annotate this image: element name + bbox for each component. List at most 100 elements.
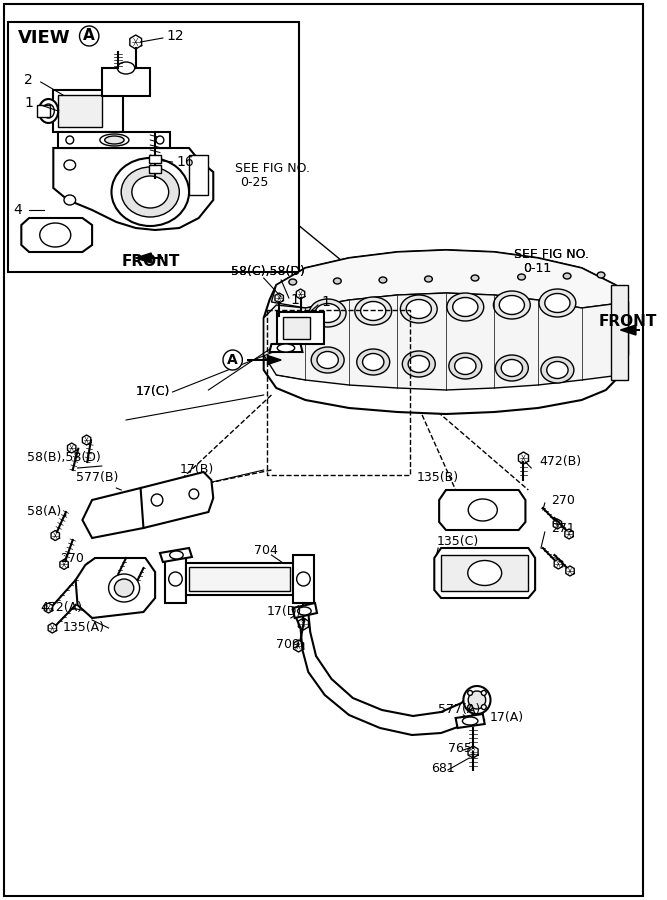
Text: 271: 271 (551, 521, 574, 535)
Ellipse shape (66, 136, 73, 144)
Text: 17(D): 17(D) (267, 606, 302, 618)
Text: 0-11: 0-11 (524, 262, 552, 274)
Polygon shape (160, 548, 192, 562)
Text: 58(B),58(D): 58(B),58(D) (27, 452, 101, 464)
Ellipse shape (109, 574, 139, 602)
Bar (149, 165, 161, 173)
Text: 4: 4 (13, 203, 22, 217)
Text: 135(A): 135(A) (63, 622, 105, 634)
Ellipse shape (43, 104, 54, 118)
FancyArrow shape (247, 356, 281, 364)
Text: 704: 704 (254, 544, 278, 556)
Text: 1: 1 (291, 293, 299, 307)
Ellipse shape (111, 158, 189, 226)
Text: 1: 1 (24, 96, 33, 110)
Text: 135(C): 135(C) (436, 536, 478, 548)
Ellipse shape (563, 273, 571, 279)
Text: 270: 270 (60, 552, 84, 564)
Ellipse shape (496, 355, 528, 381)
Text: SEE FIG NO.: SEE FIG NO. (514, 248, 589, 262)
Ellipse shape (297, 607, 311, 615)
Bar (277, 312, 323, 344)
Ellipse shape (541, 357, 574, 383)
Ellipse shape (297, 572, 310, 586)
Ellipse shape (334, 278, 342, 284)
Text: FRONT: FRONT (599, 314, 658, 329)
Ellipse shape (311, 347, 344, 373)
Bar (611, 285, 628, 380)
Ellipse shape (189, 489, 199, 499)
Bar (441, 555, 528, 591)
Text: 577(B): 577(B) (75, 472, 118, 484)
Text: 472(B): 472(B) (539, 455, 581, 469)
Bar (53, 90, 123, 132)
Text: 17(C): 17(C) (135, 385, 170, 399)
Text: SEE FIG NO.: SEE FIG NO. (235, 161, 309, 175)
Text: 16: 16 (177, 155, 194, 169)
Ellipse shape (39, 99, 58, 123)
Text: VIEW: VIEW (17, 29, 70, 47)
Ellipse shape (518, 274, 526, 280)
Polygon shape (439, 490, 526, 530)
Ellipse shape (468, 705, 472, 709)
Polygon shape (293, 608, 481, 735)
Polygon shape (434, 548, 535, 598)
Bar (149, 155, 161, 163)
Ellipse shape (455, 357, 476, 374)
Bar (189, 567, 290, 591)
Ellipse shape (169, 551, 183, 559)
Ellipse shape (408, 356, 430, 373)
Text: 0-11: 0-11 (524, 262, 552, 274)
Ellipse shape (315, 303, 340, 322)
Ellipse shape (468, 690, 472, 696)
Ellipse shape (309, 299, 346, 327)
FancyArrow shape (620, 325, 640, 335)
Circle shape (79, 26, 99, 46)
Ellipse shape (64, 195, 75, 205)
Ellipse shape (402, 351, 436, 377)
Text: A: A (227, 353, 238, 367)
Ellipse shape (379, 277, 387, 283)
Ellipse shape (277, 344, 295, 352)
Text: 709: 709 (276, 638, 300, 652)
Ellipse shape (597, 272, 605, 278)
Polygon shape (456, 714, 485, 728)
Ellipse shape (482, 690, 486, 696)
Polygon shape (269, 344, 302, 352)
Polygon shape (83, 488, 143, 538)
Ellipse shape (462, 717, 478, 725)
Polygon shape (263, 293, 628, 390)
Bar (283, 317, 310, 339)
Polygon shape (263, 250, 628, 414)
Ellipse shape (499, 295, 524, 314)
Ellipse shape (447, 293, 484, 321)
Ellipse shape (121, 167, 179, 217)
Bar (102, 68, 150, 96)
Ellipse shape (156, 136, 164, 144)
Bar (8, 22, 299, 272)
Polygon shape (134, 472, 213, 528)
Ellipse shape (289, 279, 297, 285)
Text: 2: 2 (24, 73, 33, 87)
Text: 1: 1 (322, 295, 331, 309)
Polygon shape (58, 132, 169, 148)
Text: SEE FIG NO.: SEE FIG NO. (514, 248, 589, 262)
Text: 58(C),58(D): 58(C),58(D) (231, 266, 305, 278)
Ellipse shape (169, 572, 182, 586)
Ellipse shape (501, 359, 522, 376)
Ellipse shape (545, 293, 570, 312)
Ellipse shape (464, 686, 490, 714)
Ellipse shape (357, 349, 390, 375)
Ellipse shape (115, 579, 134, 597)
Polygon shape (271, 250, 628, 308)
Bar (186, 563, 293, 595)
Ellipse shape (468, 691, 486, 709)
Ellipse shape (449, 353, 482, 379)
Ellipse shape (468, 561, 502, 586)
Text: 577(A): 577(A) (438, 704, 480, 716)
Ellipse shape (151, 494, 163, 506)
Text: 0-25: 0-25 (240, 176, 269, 188)
Text: 58(A): 58(A) (27, 506, 61, 518)
Ellipse shape (361, 302, 386, 320)
Ellipse shape (547, 362, 568, 379)
